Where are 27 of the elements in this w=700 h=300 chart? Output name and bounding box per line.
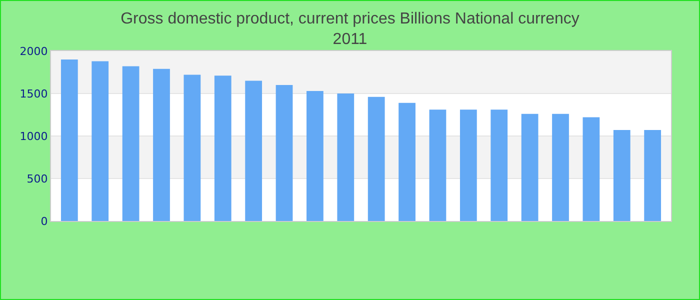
bar [122,66,140,221]
bar [184,74,201,221]
y-tick-label: 0 [40,214,48,228]
bar [276,85,293,221]
y-tick-label: 1500 [20,87,48,100]
bar [429,110,446,221]
bar [644,130,662,221]
bar [490,110,508,221]
bar [521,114,538,221]
bar [552,114,569,221]
bar [460,110,477,221]
bar [153,68,170,221]
bar [398,102,416,221]
bar [214,76,232,221]
bar [368,96,385,221]
bar [306,90,324,221]
bar [337,94,354,221]
bar [60,60,78,221]
chart-subtitle: 2011 [332,31,368,48]
y-tick-label: 500 [26,172,48,186]
bar [245,80,262,221]
y-tick-label: 1000 [20,130,48,143]
bar [582,117,600,221]
bar [92,61,109,221]
y-tick-label: 2000 [20,44,48,58]
bar [613,130,630,221]
chart-title: Gross domestic product, current prices Billions National currency [120,10,580,28]
